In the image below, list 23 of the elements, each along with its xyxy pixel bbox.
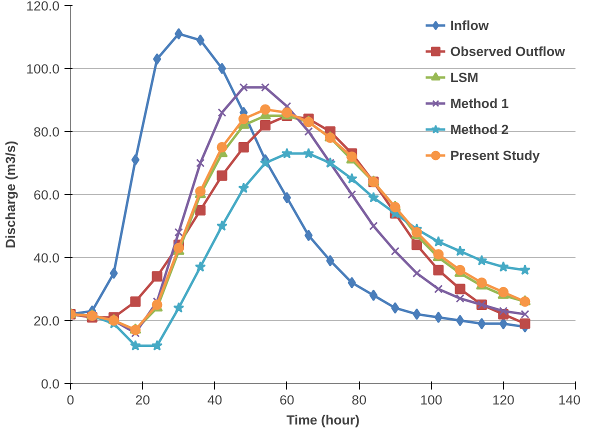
x-tick-label: 100 (420, 392, 442, 408)
x-tick-label: 20 (135, 392, 150, 408)
y-axis-title: Discharge (m3/s) (3, 140, 18, 248)
x-tick-label: 120 (492, 392, 514, 408)
x-tick-label: 60 (280, 392, 294, 408)
x-tick-label: 80 (352, 392, 366, 408)
legend-label: Method 1 (450, 96, 509, 110)
x-tick-label: 140 (558, 392, 581, 408)
legend-label: Present Study (450, 148, 540, 162)
legend-label: Observed Outflow (450, 44, 565, 58)
legend-label: Inflow (450, 18, 489, 32)
x-tick-label: 40 (207, 392, 222, 408)
y-tick-label: 100.0 (26, 62, 60, 76)
x-axis-title: Time (hour) (286, 412, 360, 428)
legend-label: LSM (450, 70, 478, 84)
y-tick-label: 60.0 (34, 188, 60, 202)
x-tick-label: 0 (66, 392, 74, 408)
legend-label: Method 2 (450, 122, 509, 136)
y-tick-label: 80.0 (34, 124, 60, 140)
y-tick-label: 0.0 (40, 376, 60, 392)
y-tick-label: 40.0 (34, 250, 60, 266)
y-tick-label: 20.0 (34, 314, 60, 328)
y-tick-label: 120.0 (26, 0, 60, 14)
